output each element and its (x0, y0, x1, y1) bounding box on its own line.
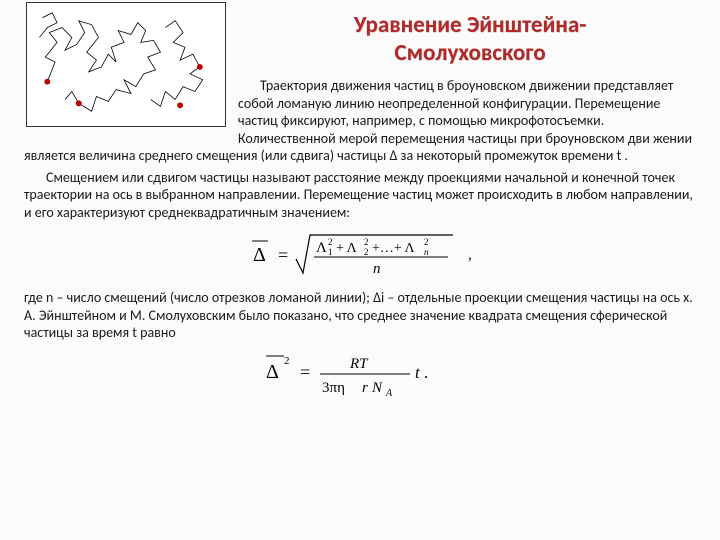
svg-text:2: 2 (364, 237, 369, 247)
svg-text:r: r (362, 380, 368, 396)
svg-text:1: 1 (328, 247, 333, 257)
paragraph-2: Смещением или сдвигом частицы называют р… (24, 169, 696, 222)
formula-1-svg: Δ = Λ 2 1 + Λ 2 2 +…+ Λ 2 n n (248, 227, 458, 283)
svg-text:t: t (415, 363, 421, 382)
svg-text:Δ: Δ (266, 361, 279, 383)
svg-text:2: 2 (284, 355, 290, 367)
svg-text:RT: RT (349, 356, 369, 372)
formula-2-svg: Δ 2 = RT 3πη r N A t . (260, 348, 460, 398)
svg-text:3πη: 3πη (322, 380, 345, 396)
svg-text:=: = (300, 362, 310, 382)
svg-text:2: 2 (328, 237, 333, 247)
paragraph-3: где n – число смещений (число отрезков л… (24, 289, 696, 342)
title-line-1: Уравнение Эйнштейна- (354, 11, 587, 39)
svg-text:2: 2 (424, 237, 429, 247)
title-line-2: Смолуховского (394, 39, 545, 67)
svg-text:n: n (424, 247, 429, 257)
brownian-trajectory-figure (26, 2, 226, 127)
brownian-path-svg (27, 3, 225, 126)
svg-text:N: N (371, 380, 383, 396)
svg-text:Δ: Δ (253, 244, 266, 266)
svg-text:+ Λ: + Λ (336, 241, 358, 256)
svg-text:A: A (385, 388, 393, 398)
svg-text:2: 2 (364, 247, 369, 257)
formula-1-comma: , (468, 246, 472, 263)
svg-text:n: n (373, 261, 381, 277)
svg-text:=: = (278, 245, 288, 265)
svg-text:Λ: Λ (316, 240, 327, 256)
svg-text:+…+ Λ: +…+ Λ (372, 241, 416, 256)
svg-text:.: . (424, 363, 428, 382)
slide-title: Уравнение Эйнштейна- Смолуховского (244, 12, 696, 67)
formula-1: Δ = Λ 2 1 + Λ 2 2 +…+ Λ 2 n n , (24, 227, 696, 283)
formula-2: Δ 2 = RT 3πη r N A t . (24, 348, 696, 398)
body-text-2: где n – число смещений (число отрезков л… (24, 289, 696, 342)
